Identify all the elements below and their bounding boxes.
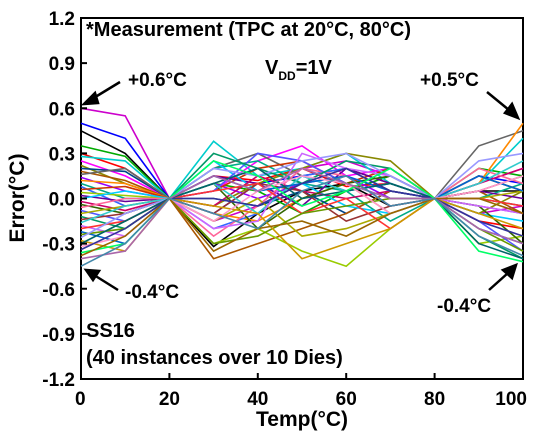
instances-label: (40 instances over 10 Dies) <box>86 347 343 369</box>
y-axis-title: Error(°C) <box>6 154 29 243</box>
vdd-value: =1V <box>296 57 333 79</box>
vdd-subscript: DD <box>278 69 296 83</box>
arrow-max-right <box>486 91 510 111</box>
vdd-label: VDD=1V <box>265 57 332 83</box>
y-tick-label: 0.3 <box>49 144 75 165</box>
y-tick-label: 0.9 <box>49 54 75 75</box>
vdd-main: V <box>265 57 279 79</box>
arrow-max-right-head <box>502 101 521 121</box>
min-right-annotation: -0.4°C <box>437 296 491 317</box>
x-axis-title: Temp(°C) <box>256 408 348 431</box>
y-tick-label: -0.6 <box>42 280 75 301</box>
x-tick-label: 100 <box>495 389 527 410</box>
series-line-38 <box>80 197 524 257</box>
max-right-annotation: +0.5°C <box>420 70 479 91</box>
arrow-min-left-head <box>83 268 102 283</box>
chart-title: *Measurement (TPC at 20°C, 80°C) <box>86 19 411 41</box>
x-tick-label: 60 <box>336 389 357 410</box>
arrow-min-right-head <box>500 262 518 281</box>
series-line-39 <box>80 167 524 260</box>
x-tick-label: 0 <box>75 389 86 410</box>
series-line-34 <box>80 167 524 260</box>
x-tick-label: 20 <box>159 389 180 410</box>
series-line-40 <box>80 175 524 267</box>
series-layer <box>80 107 524 268</box>
y-tick-label: 0.0 <box>49 190 75 211</box>
y-tick-label: 1.2 <box>49 9 75 30</box>
arrow-max-left-head <box>80 90 100 106</box>
series-line-32 <box>80 152 524 239</box>
y-tick-label: -0.3 <box>42 235 75 256</box>
min-left-annotation: -0.4°C <box>125 282 179 303</box>
ticks-layer: 0 20 40 60 80 100 1.2 0.9 0.6 0.3 0.0 -0.3 -0.6 -0.9 -… <box>42 9 527 410</box>
x-tick-label: 40 <box>247 389 268 410</box>
corner-label: SS16 <box>86 320 135 342</box>
y-tick-label: 0.6 <box>49 99 75 120</box>
y-tick-label: -1.2 <box>42 370 75 391</box>
y-tick-label: -0.9 <box>42 325 75 346</box>
series-line-36 <box>80 167 524 251</box>
annotation-arrows <box>80 80 521 292</box>
arrow-min-left <box>93 273 119 292</box>
series-line-11 <box>80 130 524 200</box>
arrow-min-right <box>488 272 509 291</box>
max-left-annotation: +0.6°C <box>128 70 187 91</box>
x-tick-label: 80 <box>424 389 445 410</box>
